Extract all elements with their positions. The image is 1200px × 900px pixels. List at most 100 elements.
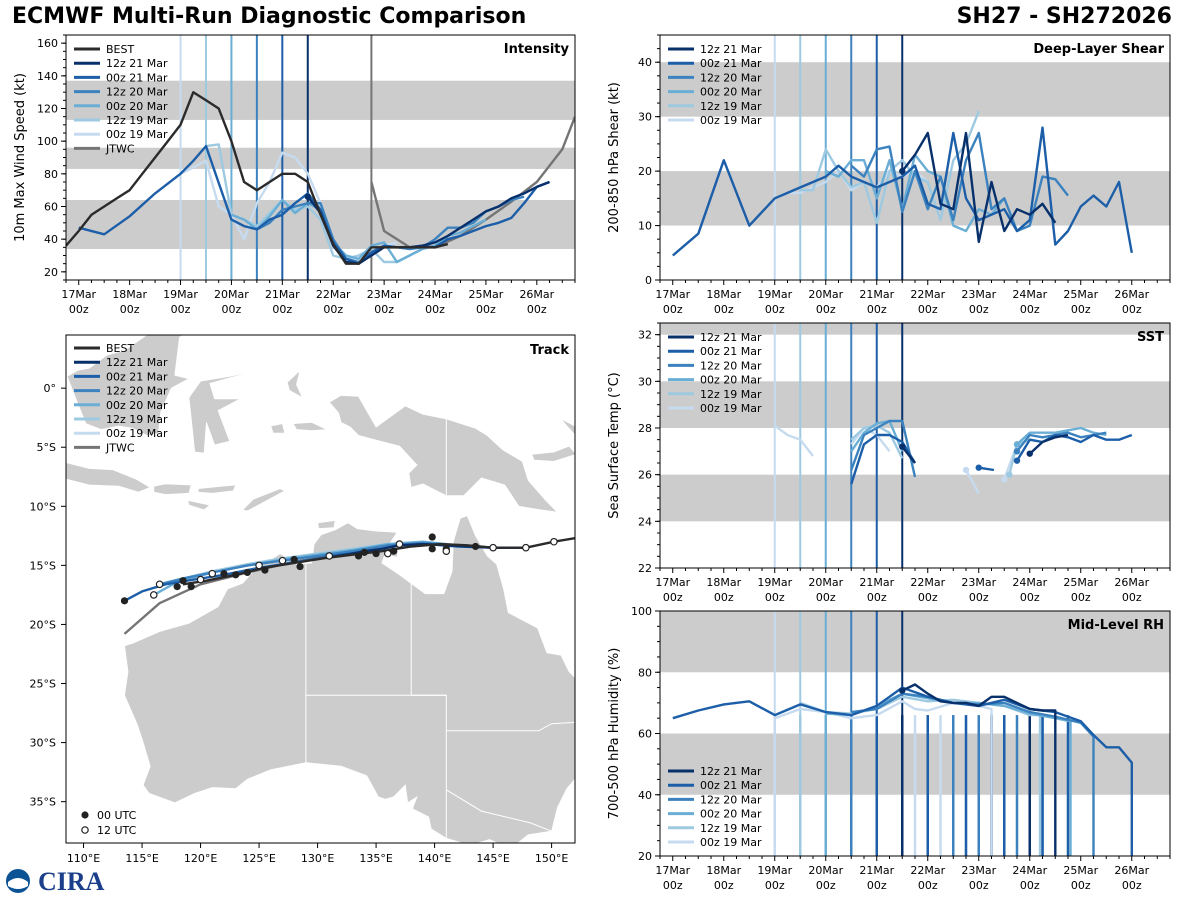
rh-xtick-day: 25Mar — [1063, 864, 1098, 877]
rh-xtick-hour: 00z — [816, 879, 836, 892]
track-legend-label: 12z 20 Mar — [106, 385, 168, 398]
cira-logo: CIRA — [6, 867, 105, 896]
intensity-xtick-day: 22Mar — [316, 288, 351, 301]
intensity-legend-label: 00z 21 Mar — [106, 71, 168, 84]
sst-series-00z-20-mar — [1016, 426, 1107, 446]
rh-xtick-day: 23Mar — [961, 864, 996, 877]
track-marker-00utc — [261, 566, 269, 574]
track-ytick-label: 10°S — [30, 500, 56, 513]
intensity-ytick-label: 80 — [44, 168, 58, 181]
shear-panel: 0 10 20 30 40 17Mar 00z 18Mar 00z 19Mar 00z 20Mar 00… — [607, 34, 1171, 316]
rh-xtick-hour: 00z — [1122, 879, 1142, 892]
track-panel: 110°E 115°E 120°E 125°E 130°E 135°E 140°E 145°E… — [30, 334, 576, 900]
sst-xtick-day: 18Mar — [706, 576, 741, 589]
rh-series-00z-21-mar — [672, 686, 1134, 856]
shear-xtick-hour: 00z — [1020, 303, 1040, 316]
intensity-ytick-label: 100 — [37, 135, 58, 148]
rh-xtick-hour: 00z — [867, 879, 887, 892]
shear-xtick-day: 23Mar — [961, 288, 996, 301]
sst-xtick-hour: 00z — [969, 591, 989, 604]
rh-xtick-hour: 00z — [918, 879, 938, 892]
sst-xtick-day: 21Mar — [859, 576, 894, 589]
intensity-xtick-hour: 00z — [476, 303, 496, 316]
intensity-xtick-hour: 00z — [374, 303, 394, 316]
intensity-series-jtwc — [370, 116, 575, 249]
shear-legend-label: 00z 19 Mar — [700, 114, 762, 127]
sst-xtick-day: 20Mar — [808, 576, 843, 589]
shear-legend-label: 12z 19 Mar — [700, 100, 762, 113]
shear-xtick-hour: 00z — [765, 303, 785, 316]
track-marker-12utc — [149, 591, 158, 599]
sst-plot-area — [660, 323, 1170, 568]
intensity-title: Intensity — [504, 42, 570, 57]
shear-legend-label: 00z 20 Mar — [700, 86, 762, 99]
rh-xtick-hour: 00z — [1071, 879, 1091, 892]
rh-ylabel: 700-500 hPa Humidity (%) — [607, 648, 622, 820]
sst-xtick-day: 24Mar — [1012, 576, 1047, 589]
track-marker-00utc — [220, 570, 228, 578]
track-marker-00utc — [360, 548, 368, 556]
intensity-xtick-hour: 00z — [527, 303, 547, 316]
land-flores — [197, 484, 237, 494]
sst-band — [660, 381, 1170, 428]
track-ytick-label: 15°S — [30, 559, 56, 572]
track-marker-00utc — [290, 555, 298, 564]
intensity-xtick-hour: 00z — [171, 303, 191, 316]
sst-init-point — [899, 443, 906, 450]
rh-xtick-day: 20Mar — [808, 864, 843, 877]
sst-xtick-day: 25Mar — [1063, 576, 1098, 589]
sst-legend-label: 00z 21 Mar — [700, 345, 762, 358]
track-ytick-label: 30°S — [30, 737, 56, 750]
intensity-legend-label: 12z 19 Mar — [106, 114, 168, 127]
intensity-xtick-hour: 00z — [69, 303, 89, 316]
shear-xtick-hour: 00z — [1071, 303, 1091, 316]
track-xtick-label: 140°E — [418, 852, 451, 865]
track-legend-label: BEST — [106, 342, 134, 355]
shear-xtick-day: 24Mar — [1012, 288, 1047, 301]
marker-legend-12utc-label: 12 UTC — [97, 824, 137, 837]
track-xtick-label: 110°E — [67, 852, 100, 865]
sst-series-12z-20-mar — [850, 419, 917, 478]
shear-legend-label: 00z 21 Mar — [700, 57, 762, 70]
shear-xtick-hour: 00z — [867, 303, 887, 316]
sst-init-point — [1013, 441, 1021, 448]
storm-id-title: SH27 - SH272026 — [956, 4, 1172, 29]
land-halmahera — [286, 369, 304, 399]
track-legend-label: JTWC — [105, 441, 135, 454]
rh-xtick-day: 22Mar — [910, 864, 945, 877]
track-legend-label: 00z 19 Mar — [106, 427, 168, 440]
intensity-series-best — [66, 90, 449, 265]
land-tasmania — [488, 869, 531, 900]
sst-xtick-day: 26Mar — [1114, 576, 1149, 589]
rh-band — [660, 611, 1170, 673]
rh-series-12z-21-mar — [901, 683, 1057, 856]
track-marker-00utc — [243, 568, 251, 577]
sst-panel: 22 24 26 28 30 32 17Mar 00z 18Mar 00z 19Mar 00z 20Ma… — [607, 322, 1171, 604]
sst-series-12z-21-mar — [1028, 433, 1069, 455]
sst-series-00z-21-mar — [1015, 433, 1133, 462]
sst-xtick-hour: 00z — [663, 591, 683, 604]
track-marker-00utc — [187, 583, 195, 591]
sst-legend-label: 12z 20 Mar — [700, 359, 762, 372]
rh-xtick-hour: 00z — [765, 879, 785, 892]
track-marker-12utc — [196, 575, 205, 584]
track-title: Track — [530, 343, 569, 358]
land-lombok-sumbawa — [153, 483, 192, 495]
shear-xtick-hour: 00z — [663, 303, 683, 316]
shear-xtick-hour: 00z — [918, 303, 938, 316]
rh-xtick-hour: 00z — [714, 879, 734, 892]
sst-xtick-hour: 00z — [867, 591, 887, 604]
sst-init-point — [1001, 476, 1008, 483]
intensity-xtick-day: 19Mar — [163, 288, 198, 301]
rh-ytick-label: 100 — [631, 605, 652, 618]
rh-init-point — [899, 687, 906, 694]
land-sulawesi — [188, 370, 257, 454]
shear-xtick-hour: 00z — [1122, 303, 1142, 316]
track-xtick-label: 130°E — [301, 852, 334, 865]
sst-xtick-hour: 00z — [816, 591, 836, 604]
shear-ylabel: 200-850 hPa Shear (kt) — [607, 82, 622, 233]
track-marker-12utc — [325, 552, 334, 560]
sst-ytick-label: 26 — [638, 469, 652, 482]
intensity-xtick-hour: 00z — [272, 303, 292, 316]
intensity-legend-label: BEST — [106, 43, 134, 56]
